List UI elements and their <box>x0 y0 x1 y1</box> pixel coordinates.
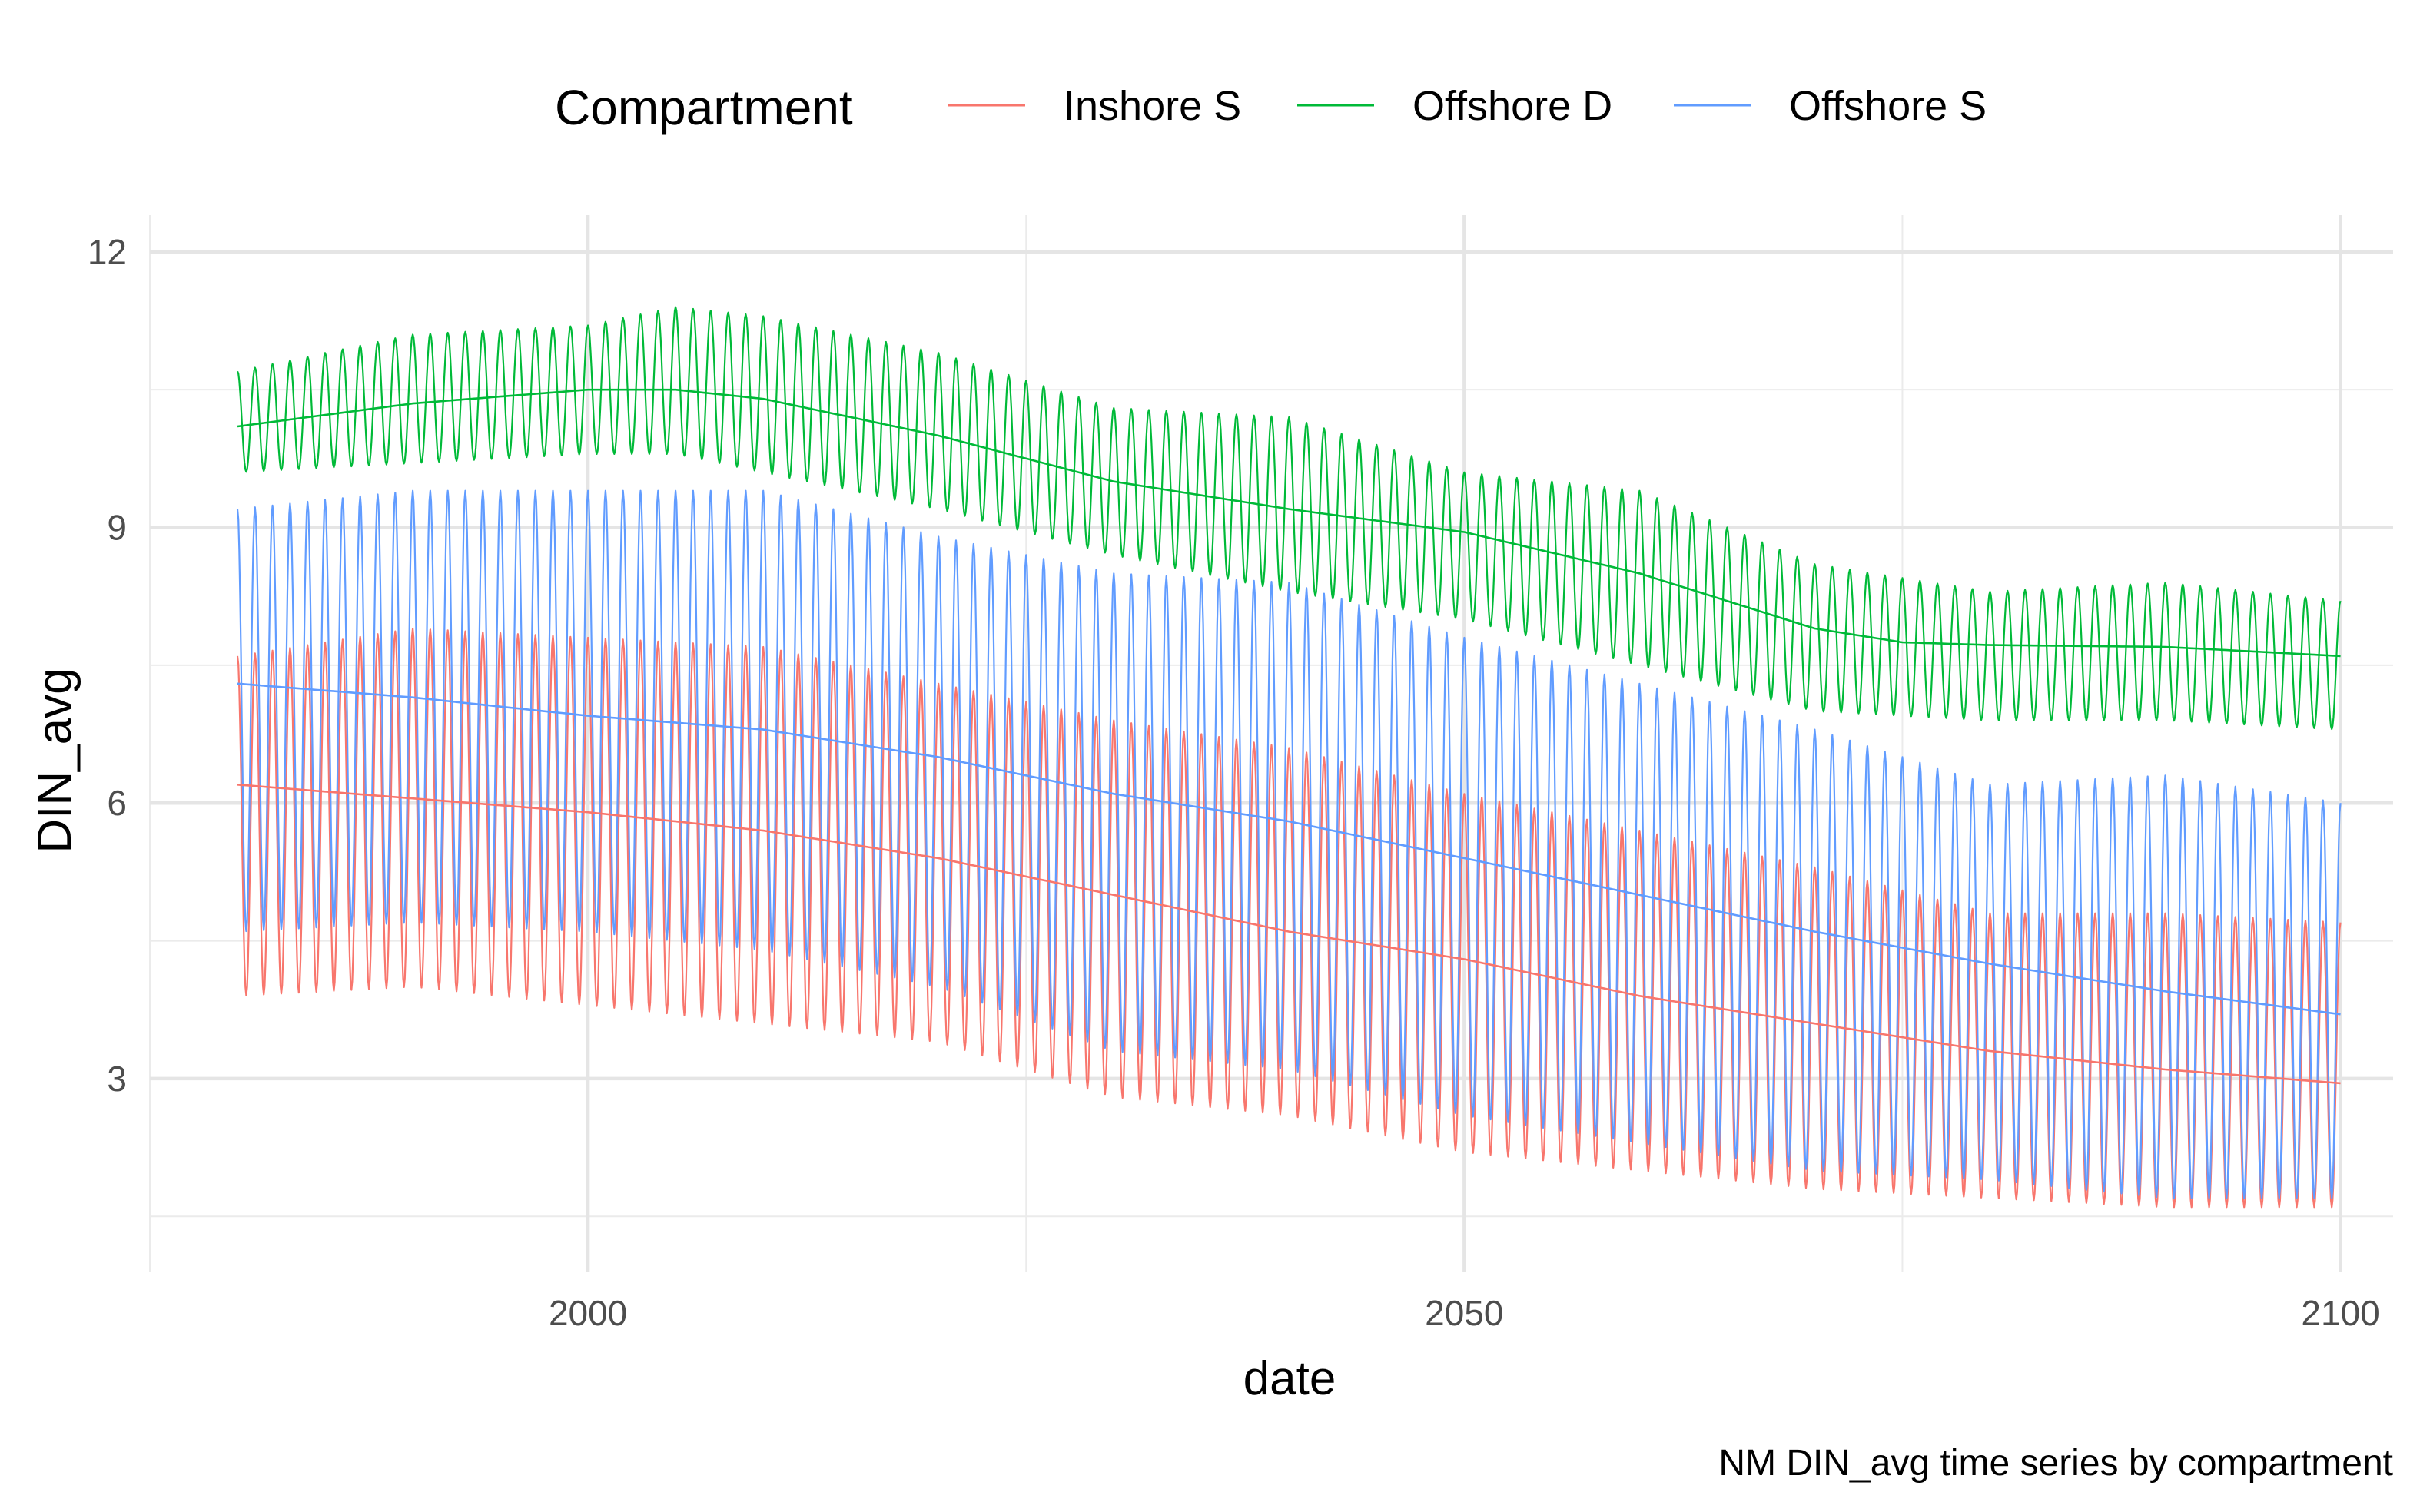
chart-caption: NM DIN_avg time series by compartment <box>1718 1443 2393 1484</box>
series-line-inshore-s <box>236 627 2342 1209</box>
y-tick-label: 3 <box>107 1059 127 1099</box>
legend-label: Offshore S <box>1789 83 1987 129</box>
series-layer <box>236 306 2342 1209</box>
trend-line-inshore-s <box>237 784 2341 1085</box>
x-tick-label: 2100 <box>2301 1293 2379 1333</box>
axes-layer: 2000 2050 2100 3 6 9 12 <box>88 232 2380 1333</box>
x-tick-label: 2000 <box>549 1293 627 1333</box>
x-axis-title: date <box>1243 1352 1336 1405</box>
series-line-offshore-s <box>236 489 2342 1199</box>
legend: Compartment Inshore S Offshore D Offshore … <box>555 80 1987 135</box>
trend-line-offshore-d <box>237 388 2341 658</box>
legend-label: Inshore S <box>1064 83 1241 129</box>
y-tick-label: 9 <box>107 508 127 548</box>
y-axis-title: DIN_avg <box>28 668 81 853</box>
y-tick-label: 6 <box>107 783 127 823</box>
trend-line-offshore-s <box>237 682 2341 1016</box>
y-tick-label: 12 <box>88 232 127 272</box>
x-tick-label: 2050 <box>1425 1293 1503 1333</box>
legend-label: Offshore D <box>1412 83 1612 129</box>
legend-title: Compartment <box>555 80 853 135</box>
series-line-offshore-d <box>236 306 2342 731</box>
